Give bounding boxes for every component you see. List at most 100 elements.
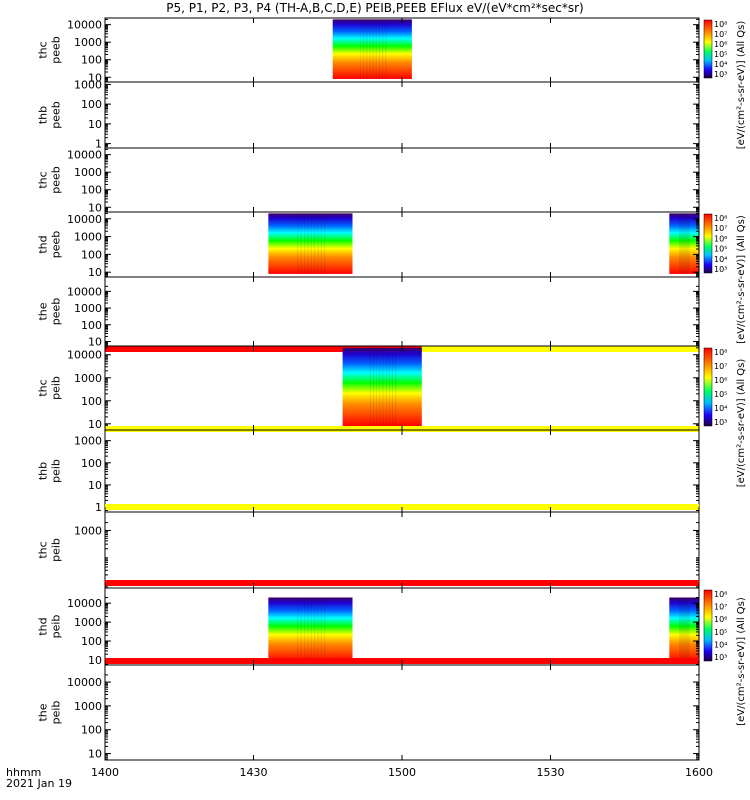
y-tick-label: 10	[88, 266, 102, 279]
y-tick-label: 10000	[67, 19, 102, 32]
y-tick-label: 10	[88, 654, 102, 667]
panel-label-line: the	[37, 703, 50, 721]
y-tick-label: 100	[81, 319, 102, 332]
y-tick-label: 10	[88, 71, 102, 84]
spectrogram-block	[268, 213, 353, 274]
panel-5: 10000100010010thcpeib10⁸10⁷10⁶10⁵10⁴10³[…	[37, 345, 747, 488]
y-tick-label: 1000	[74, 36, 102, 49]
panel-frame	[104, 147, 700, 213]
panel-label-line: peib	[49, 538, 62, 562]
colorbar	[703, 213, 713, 274]
panel-label: thcpeib	[37, 376, 63, 400]
colorbar-label: 10⁷	[714, 362, 727, 371]
y-tick-label: 100	[81, 98, 102, 111]
colorbar-label: 10⁵	[714, 245, 727, 254]
y-tick-label: 1000	[74, 372, 102, 385]
colorbar-title: [eV/(cm²-s-sr-eV)] (All Qs)	[736, 359, 747, 488]
panel-label-line: peeb	[49, 298, 62, 326]
spectrogram-block	[268, 597, 353, 662]
spectrogram-block	[669, 597, 699, 662]
panel-label: thepeib	[37, 701, 63, 725]
panel-label-line: thc	[37, 41, 50, 58]
y-tick-label: 100	[81, 248, 102, 261]
colorbar-label: 10⁷	[714, 603, 727, 612]
y-tick-label: 10000	[67, 149, 102, 162]
x-tick-label: 1400	[91, 766, 119, 779]
colorbar-label: 10⁶	[714, 615, 727, 624]
y-tick-label: 1	[95, 501, 102, 514]
y-tick-label: 100	[81, 184, 102, 197]
panel-label-line: peib	[49, 701, 62, 725]
colorbar-label: 10⁷	[714, 30, 727, 39]
colorbar-label: 10³	[714, 265, 727, 274]
y-tick-label: 10000	[67, 676, 102, 689]
colorbar-label: 10⁴	[714, 255, 727, 264]
y-tick-label: 100	[81, 54, 102, 67]
flag-bar-segment	[421, 346, 699, 352]
y-tick-label: 100	[81, 724, 102, 737]
panel-label: thbpeib	[37, 459, 63, 483]
colorbar-title: [eV/(cm²-s-sr-eV)] (All Qs)	[736, 215, 747, 344]
colorbar-title: [eV/(cm²-s-sr-eV)] (All Qs)	[736, 597, 747, 726]
colorbar-label: 10⁸	[714, 348, 727, 357]
y-tick-label: 10	[88, 479, 102, 492]
panel-0: 10000100010010thcpeeb10⁸10⁷10⁶10⁵10⁴10³[…	[37, 17, 747, 149]
panel-frame	[104, 511, 700, 589]
colorbar-label: 10⁸	[714, 590, 727, 599]
x-tick-label: 1430	[240, 766, 268, 779]
panel-label-line: thd	[37, 617, 50, 635]
panel-label: thcpeib	[37, 538, 63, 562]
colorbar-label: 10⁷	[714, 224, 727, 233]
panel-frame	[104, 664, 700, 761]
y-tick-label: 10	[88, 418, 102, 431]
spectrogram-block	[332, 19, 412, 79]
colorbar-label: 10⁵	[714, 628, 727, 637]
y-tick-label: 100	[81, 457, 102, 470]
panel-frame	[104, 429, 700, 513]
y-tick-label: 1000	[74, 616, 102, 629]
panel-label-line: peeb	[49, 166, 62, 194]
panel-frame	[104, 211, 700, 278]
y-tick-label: 10	[88, 201, 102, 214]
panel-label-line: peeb	[49, 101, 62, 129]
colorbar-label: 10⁴	[714, 60, 727, 69]
colorbar-label: 10⁴	[714, 640, 727, 649]
colorbar-label: 10⁵	[714, 50, 727, 59]
x-tick-label: 1600	[685, 766, 713, 779]
y-tick-label: 1000	[74, 78, 102, 91]
panel-label-line: thb	[37, 462, 50, 480]
y-tick-label: 10	[88, 335, 102, 348]
colorbar	[703, 589, 713, 662]
panel-label-line: thc	[37, 171, 50, 188]
x-tick-label: 1500	[388, 766, 416, 779]
panel-3: 10000100010010thdpeeb10⁸10⁷10⁶10⁵10⁴10³[…	[37, 211, 747, 344]
colorbar-label: 10⁵	[714, 390, 727, 399]
panel-1: 1000 100 10 1 thbpeeb	[37, 78, 700, 151]
colorbar	[703, 347, 713, 427]
panel-label-line: thd	[37, 235, 50, 253]
colorbar-label: 10⁸	[714, 214, 727, 223]
panel-label-line: the	[37, 302, 50, 320]
panel-label-line: peeb	[49, 36, 62, 64]
panel-label: thdpeib	[37, 615, 63, 639]
spectrogram-block	[342, 347, 422, 427]
spectrogram-block	[669, 213, 699, 274]
panel-label-line: peib	[49, 615, 62, 639]
panel-label-line: peib	[49, 459, 62, 483]
colorbar-label: 10⁸	[714, 20, 727, 29]
panel-2: 10000 1000 100 10 thcpeeb	[37, 147, 700, 214]
y-tick-label: 10000	[67, 213, 102, 226]
x-axis-label: hhmm	[6, 766, 41, 779]
y-tick-label: 10000	[67, 285, 102, 298]
panel-label: thcpeeb	[37, 166, 63, 194]
y-tick-label: 1000	[74, 700, 102, 713]
y-tick-label: 1000	[74, 435, 102, 448]
panel-label: thbpeeb	[37, 101, 63, 129]
colorbar-label: 10³	[714, 653, 727, 662]
panel-label: thepeeb	[37, 298, 63, 326]
panel-label: thdpeeb	[37, 231, 63, 259]
x-axis-date: 2021 Jan 19	[6, 777, 72, 790]
colorbar-label: 10⁴	[714, 404, 727, 413]
